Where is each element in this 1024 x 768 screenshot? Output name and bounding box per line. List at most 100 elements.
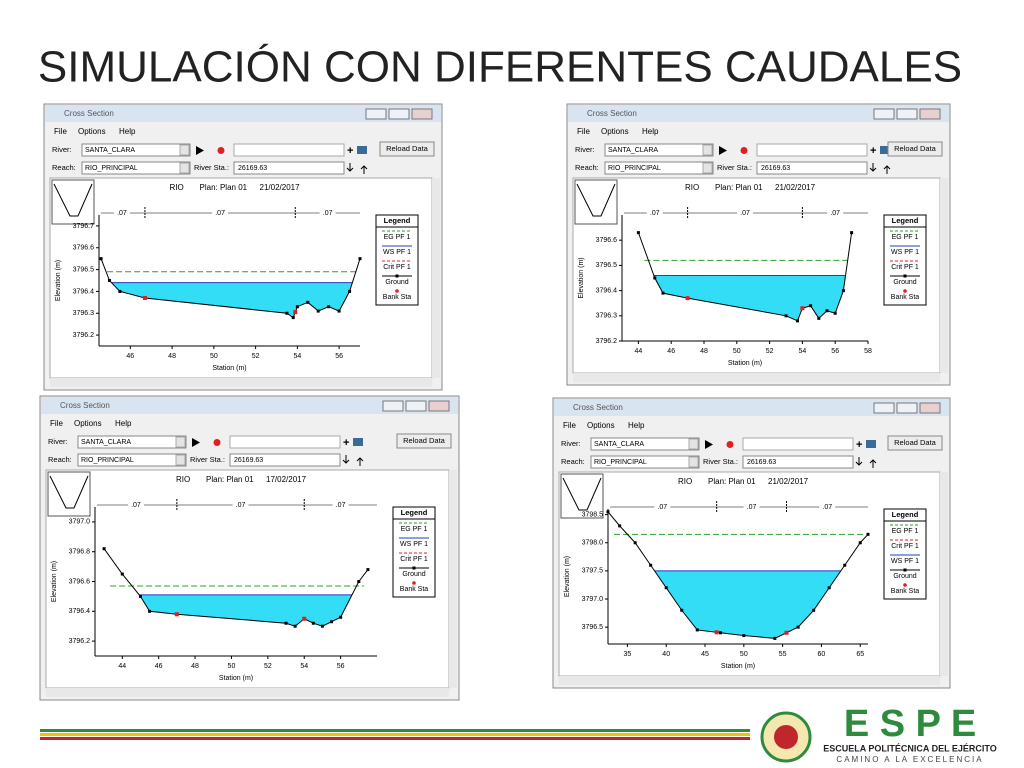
- v-scrollbar: [940, 472, 948, 676]
- title-bar: [45, 105, 441, 122]
- play-button[interactable]: [719, 146, 727, 155]
- down-arrow[interactable]: [869, 163, 877, 172]
- dropdown[interactable]: [81, 143, 191, 157]
- field-label: River:: [48, 437, 68, 446]
- window-button[interactable]: [873, 402, 895, 414]
- ground-point: [773, 636, 777, 640]
- add-icon[interactable]: +: [856, 439, 862, 451]
- thumbnail: [47, 471, 91, 517]
- menu-item[interactable]: Help: [642, 127, 659, 136]
- menu-item[interactable]: Help: [119, 127, 136, 136]
- ground-point: [320, 624, 324, 628]
- station-box[interactable]: [229, 453, 341, 467]
- window-button[interactable]: [919, 108, 941, 120]
- down-arrow[interactable]: [342, 455, 350, 464]
- n-label-bg: [737, 208, 753, 218]
- dropdown[interactable]: [77, 435, 187, 449]
- x-tick-label: 46: [126, 353, 134, 360]
- window-button[interactable]: [382, 400, 404, 412]
- menu-item[interactable]: File: [563, 421, 576, 430]
- down-arrow[interactable]: [855, 457, 863, 466]
- camera-icon[interactable]: [357, 146, 367, 154]
- window-button[interactable]: [919, 402, 941, 414]
- dropdown[interactable]: [77, 453, 187, 467]
- camera-icon[interactable]: [353, 438, 363, 446]
- window-button[interactable]: [405, 400, 427, 412]
- up-arrow[interactable]: [360, 165, 368, 174]
- menu-item[interactable]: Options: [74, 419, 102, 428]
- ground-point: [796, 625, 800, 629]
- dropdown[interactable]: [590, 437, 700, 451]
- dropdown[interactable]: [590, 455, 700, 469]
- station-box[interactable]: [756, 161, 868, 175]
- record-button[interactable]: [726, 441, 734, 448]
- menu-item[interactable]: Options: [601, 127, 629, 136]
- record-button[interactable]: [740, 147, 748, 154]
- h-scrollbar: [559, 676, 940, 685]
- ground-point: [285, 311, 289, 315]
- play-button[interactable]: [705, 440, 713, 449]
- window-button[interactable]: [896, 108, 918, 120]
- menu-item[interactable]: Help: [115, 419, 132, 428]
- reload-button[interactable]: [379, 141, 435, 157]
- legend-marker: [395, 289, 399, 293]
- window-title: Cross Section: [64, 109, 114, 118]
- plan-box: [233, 143, 345, 157]
- ground-point: [742, 634, 746, 638]
- add-icon[interactable]: +: [870, 145, 876, 157]
- ground-point: [850, 231, 854, 235]
- x-tick-label: 56: [335, 353, 343, 360]
- ground-point: [118, 289, 122, 293]
- slide-title: SIMULACIÓN CON DIFERENTES CAUDALES: [38, 43, 962, 92]
- dropdown-value: RIO_PRINCIPAL: [594, 459, 647, 466]
- n-label-bg: [819, 502, 836, 512]
- reload-button[interactable]: [887, 435, 943, 451]
- field-label: River:: [561, 439, 581, 448]
- window-button[interactable]: [896, 402, 918, 414]
- record-button[interactable]: [217, 147, 225, 154]
- window-button[interactable]: [388, 108, 410, 120]
- record-button[interactable]: [213, 439, 221, 446]
- dropdown[interactable]: [81, 161, 191, 175]
- ground-point: [327, 305, 331, 309]
- reload-button[interactable]: [396, 433, 452, 449]
- ground-point: [358, 257, 362, 261]
- camera-icon[interactable]: [880, 146, 890, 154]
- x-tick-label: 48: [700, 348, 708, 355]
- window-button[interactable]: [428, 400, 450, 412]
- cross-section-window: Cross Section File Options Help River: SANTA_…: [566, 103, 951, 386]
- emblem-core: [774, 725, 798, 749]
- up-arrow[interactable]: [883, 165, 891, 174]
- menu-item[interactable]: File: [54, 127, 67, 136]
- n-label-bg: [113, 208, 130, 218]
- menu-item[interactable]: Options: [587, 421, 615, 430]
- add-icon[interactable]: +: [347, 145, 353, 157]
- add-icon[interactable]: +: [343, 437, 349, 449]
- up-arrow[interactable]: [356, 457, 364, 466]
- menu-item[interactable]: Help: [628, 421, 645, 430]
- ground-point: [633, 541, 637, 545]
- window-button[interactable]: [365, 108, 387, 120]
- stripe: [40, 733, 750, 736]
- n-label-bg: [232, 500, 249, 510]
- reload-button[interactable]: [887, 141, 943, 157]
- station-box[interactable]: [742, 455, 854, 469]
- dropdown[interactable]: [604, 161, 714, 175]
- window-button[interactable]: [873, 108, 895, 120]
- menu-item[interactable]: File: [577, 127, 590, 136]
- station-box[interactable]: [233, 161, 345, 175]
- legend-marker: [903, 583, 907, 587]
- legend-label: Bank Sta: [891, 294, 920, 301]
- menu-item[interactable]: File: [50, 419, 63, 428]
- play-button[interactable]: [192, 438, 200, 447]
- dropdown-value: RIO_PRINCIPAL: [608, 165, 661, 172]
- down-arrow[interactable]: [346, 163, 354, 172]
- up-arrow[interactable]: [869, 459, 877, 468]
- camera-icon[interactable]: [866, 440, 876, 448]
- dropdown[interactable]: [604, 143, 714, 157]
- legend-label: Ground: [893, 279, 916, 286]
- play-button[interactable]: [196, 146, 204, 155]
- menu-item[interactable]: Options: [78, 127, 106, 136]
- window-button[interactable]: [411, 108, 433, 120]
- x-axis-label: Station (m): [212, 365, 246, 372]
